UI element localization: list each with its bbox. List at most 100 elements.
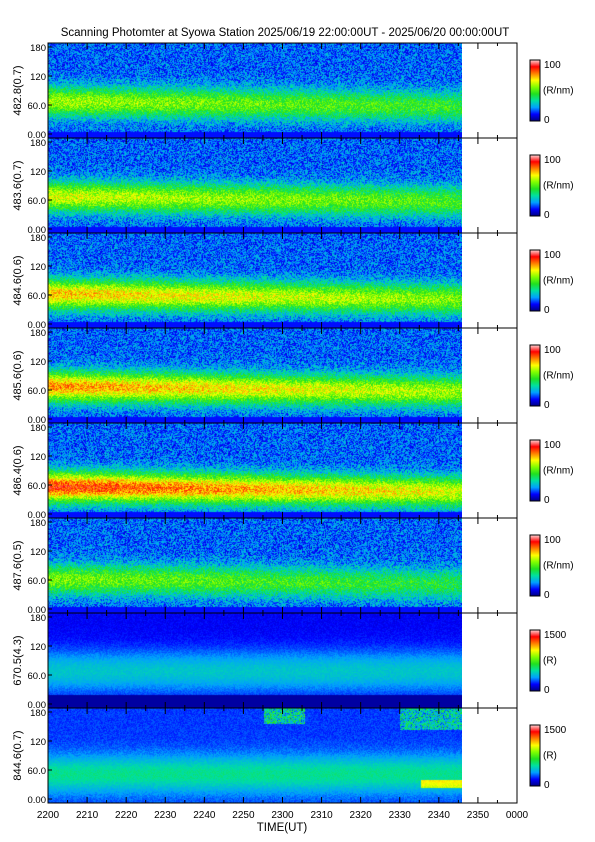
panel-4: 180 120 60.0 0.00 485.6(0.6) 100 (R/nm) 0 bbox=[12, 327, 574, 426]
heatmap-7 bbox=[48, 613, 462, 708]
no-data-area bbox=[462, 43, 517, 138]
colorbar-unit: (R) bbox=[543, 656, 557, 667]
y-tick-label: 180 bbox=[30, 138, 46, 149]
colorbar bbox=[529, 154, 541, 217]
y-tick-label: 0.00 bbox=[28, 510, 47, 521]
y-tick-label: 180 bbox=[30, 423, 46, 434]
x-tick-label: 2310 bbox=[310, 810, 333, 821]
x-tick-label: 2320 bbox=[350, 810, 373, 821]
colorbar-max: 100 bbox=[544, 155, 561, 166]
no-data-area bbox=[462, 708, 517, 803]
y-tick-label: 60.0 bbox=[28, 576, 47, 587]
x-tick-label: 2230 bbox=[154, 810, 177, 821]
y-tick-label: 180 bbox=[30, 708, 46, 719]
y-tick-label: 0.00 bbox=[28, 320, 47, 331]
y-tick-label: 60.0 bbox=[28, 671, 47, 682]
x-tick-label: 2330 bbox=[389, 810, 412, 821]
panel-2: 180 120 60.0 0.00 483.6(0.7) 100 (R/nm) 0 bbox=[12, 137, 574, 236]
y-tick-label: 180 bbox=[30, 328, 46, 339]
x-tick-label: 2350 bbox=[467, 810, 490, 821]
colorbar-max: 100 bbox=[544, 535, 561, 546]
panel-label: 482.8(0.7) bbox=[12, 65, 24, 115]
colorbar-unit: (R/nm) bbox=[543, 86, 574, 97]
panel-8: 180 120 60.0 0.00 844.6(0.7) 1500 (R) 0 bbox=[12, 707, 567, 806]
y-tick-label: 60.0 bbox=[28, 291, 47, 302]
panel-1: 180 120 60.0 0.00 482.8(0.7) 100 (R/nm) 0 bbox=[12, 42, 574, 141]
heatmap-2 bbox=[48, 138, 462, 233]
no-data-area bbox=[462, 518, 517, 613]
y-tick-label: 60.0 bbox=[28, 196, 47, 207]
colorbar-unit: (R/nm) bbox=[543, 181, 574, 192]
x-tick-label: 2220 bbox=[115, 810, 138, 821]
colorbar-min: 0 bbox=[544, 780, 550, 791]
no-data-area bbox=[462, 423, 517, 518]
heatmap-4 bbox=[48, 328, 462, 423]
heatmap-1 bbox=[48, 43, 462, 138]
x-tick-label: 2200 bbox=[37, 810, 60, 821]
panels: 180 120 60.0 0.00 482.8(0.7) 100 (R/nm) 0 180 120… bbox=[12, 42, 574, 806]
y-tick-label: 0.00 bbox=[28, 415, 47, 426]
colorbar-max: 1500 bbox=[544, 725, 567, 736]
y-tick-label: 0.00 bbox=[28, 225, 47, 236]
panel-label: 484.6(0.6) bbox=[12, 255, 24, 305]
panel-label: 485.6(0.6) bbox=[12, 350, 24, 400]
colorbar-unit: (R/nm) bbox=[543, 466, 574, 477]
colorbar bbox=[529, 629, 541, 692]
y-tick-label: 0.00 bbox=[28, 605, 47, 616]
y-tick-label: 180 bbox=[30, 43, 46, 54]
y-tick-label: 120 bbox=[30, 547, 46, 558]
colorbar-min: 0 bbox=[544, 590, 550, 601]
chart-title: Scanning Photomter at Syowa Station 2025… bbox=[61, 27, 510, 39]
x-tick-label: 2300 bbox=[271, 810, 294, 821]
colorbar-max: 100 bbox=[544, 60, 561, 71]
y-tick-label: 120 bbox=[30, 72, 46, 83]
y-tick-label: 60.0 bbox=[28, 766, 47, 777]
y-tick-label: 120 bbox=[30, 452, 46, 463]
colorbar-unit: (R/nm) bbox=[543, 371, 574, 382]
colorbar-min: 0 bbox=[544, 210, 550, 221]
x-tick-label: 2250 bbox=[232, 810, 255, 821]
colorbar bbox=[529, 534, 541, 597]
x-tick-label: 2210 bbox=[76, 810, 99, 821]
panel-3: 180 120 60.0 0.00 484.6(0.6) 100 (R/nm) 0 bbox=[12, 232, 574, 331]
colorbar-min: 0 bbox=[544, 400, 550, 411]
y-tick-label: 180 bbox=[30, 518, 46, 529]
colorbar-max: 100 bbox=[544, 250, 561, 261]
colorbar-min: 0 bbox=[544, 305, 550, 316]
colorbar bbox=[529, 249, 541, 312]
no-data-area bbox=[462, 328, 517, 423]
heatmap-5 bbox=[48, 423, 462, 518]
panel-label: 487.6(0.5) bbox=[12, 540, 24, 590]
no-data-area bbox=[462, 233, 517, 328]
heatmap-8 bbox=[48, 708, 462, 803]
colorbar-max: 100 bbox=[544, 345, 561, 356]
heatmap-6 bbox=[48, 518, 462, 613]
y-tick-label: 120 bbox=[30, 642, 46, 653]
no-data-area bbox=[462, 138, 517, 233]
colorbar bbox=[529, 59, 541, 122]
y-tick-label: 0.00 bbox=[28, 130, 47, 141]
colorbar-max: 1500 bbox=[544, 630, 567, 641]
x-axis: 2200 2210 2220 2230 2240 2250 2300 2310 2320 2330… bbox=[37, 810, 529, 821]
x-tick-label: 0000 bbox=[506, 810, 529, 821]
y-tick-label: 180 bbox=[30, 233, 46, 244]
colorbar-min: 0 bbox=[544, 685, 550, 696]
colorbar-unit: (R/nm) bbox=[543, 561, 574, 572]
y-tick-label: 120 bbox=[30, 167, 46, 178]
y-tick-label: 60.0 bbox=[28, 386, 47, 397]
colorbar-min: 0 bbox=[544, 115, 550, 126]
heatmap-3 bbox=[48, 233, 462, 328]
colorbar bbox=[529, 724, 541, 787]
panel-label: 670.5(4.3) bbox=[12, 635, 24, 685]
colorbar-min: 0 bbox=[544, 495, 550, 506]
x-tick-label: 2340 bbox=[428, 810, 451, 821]
colorbar-max: 100 bbox=[544, 440, 561, 451]
panel-label: 844.6(0.7) bbox=[12, 730, 24, 780]
colorbar bbox=[529, 344, 541, 407]
y-tick-label: 180 bbox=[30, 613, 46, 624]
colorbar-unit: (R) bbox=[543, 751, 557, 762]
no-data-area bbox=[462, 613, 517, 708]
panel-6: 180 120 60.0 0.00 487.6(0.5) 100 (R/nm) 0 bbox=[12, 517, 574, 616]
y-tick-label: 60.0 bbox=[28, 101, 47, 112]
